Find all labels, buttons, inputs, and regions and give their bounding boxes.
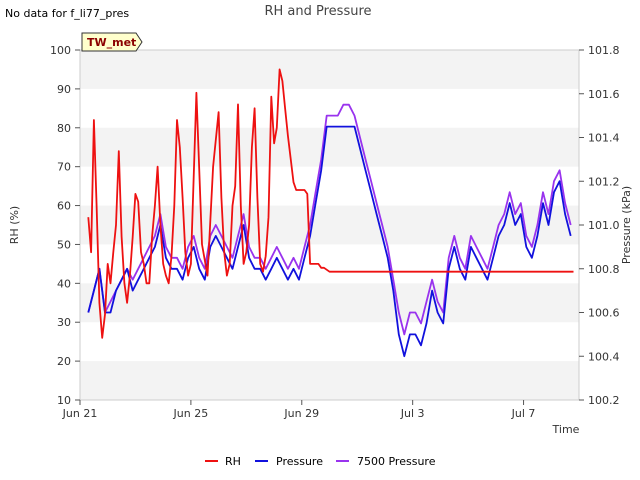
x-tick-label: Jun 29 xyxy=(283,407,319,420)
y2-tick-label: 100.2 xyxy=(588,394,620,407)
grid-band xyxy=(80,283,579,323)
y-tick-label: 20 xyxy=(57,355,71,368)
x-axis-ticks: Jun 21 Jun 25 Jun 29 Jul 3 Jul 7 xyxy=(62,400,536,420)
y-axis-ticks: 10 20 30 40 50 60 70 80 90 100 xyxy=(50,44,80,407)
y2-tick-label: 101.6 xyxy=(588,88,620,101)
site-badge: TW_met xyxy=(81,32,143,52)
x-tick-label: Jul 3 xyxy=(400,407,425,420)
series-line-rh xyxy=(87,68,574,339)
series-line-7500-pressure xyxy=(87,103,572,336)
y-tick-label: 30 xyxy=(57,316,71,329)
y2-tick-label: 100.4 xyxy=(588,350,620,363)
y-tick-label: 40 xyxy=(57,277,71,290)
y2-tick-label: 100.6 xyxy=(588,307,620,320)
grid-bands xyxy=(80,50,579,400)
x-tick-label: Jun 21 xyxy=(62,407,98,420)
y2-tick-label: 101.0 xyxy=(588,219,620,232)
legend: RH Pressure 7500 Pressure xyxy=(205,455,436,468)
y-axis-label: RH (%) xyxy=(8,206,21,244)
grid-band xyxy=(80,50,579,89)
y-tick-label: 90 xyxy=(57,83,71,96)
y-tick-label: 100 xyxy=(50,44,71,57)
y2-axis-label: Pressure (kPa) xyxy=(620,186,633,264)
legend-label-7500-pressure: 7500 Pressure xyxy=(357,455,436,468)
x-tick-label: Jul 7 xyxy=(511,407,536,420)
site-badge-label: TW_met xyxy=(87,36,136,49)
y-tick-label: 50 xyxy=(57,238,71,251)
chart-title: RH and Pressure xyxy=(264,4,371,19)
legend-label-pressure: Pressure xyxy=(276,455,323,468)
legend-label-rh: RH xyxy=(225,455,241,468)
y2-tick-label: 101.4 xyxy=(588,132,620,145)
series-layer xyxy=(87,68,574,358)
y2-tick-label: 101.2 xyxy=(588,175,620,188)
series-line-pressure xyxy=(87,125,572,358)
x-axis-label: Time xyxy=(552,423,580,436)
y-tick-label: 10 xyxy=(57,394,71,407)
y-tick-label: 60 xyxy=(57,200,71,213)
grid-band xyxy=(80,127,579,167)
x-tick-label: Jun 25 xyxy=(173,407,209,420)
y-tick-label: 80 xyxy=(57,122,71,135)
y2-axis-ticks: 100.2 100.4 100.6 100.8 101.0 101.2 101.4 101.6… xyxy=(579,44,620,407)
y2-tick-label: 101.8 xyxy=(588,44,620,57)
y-tick-label: 70 xyxy=(57,161,71,174)
y2-tick-label: 100.8 xyxy=(588,263,620,276)
no-data-notice: No data for f_li77_pres xyxy=(5,7,129,20)
grid-band xyxy=(80,361,579,400)
